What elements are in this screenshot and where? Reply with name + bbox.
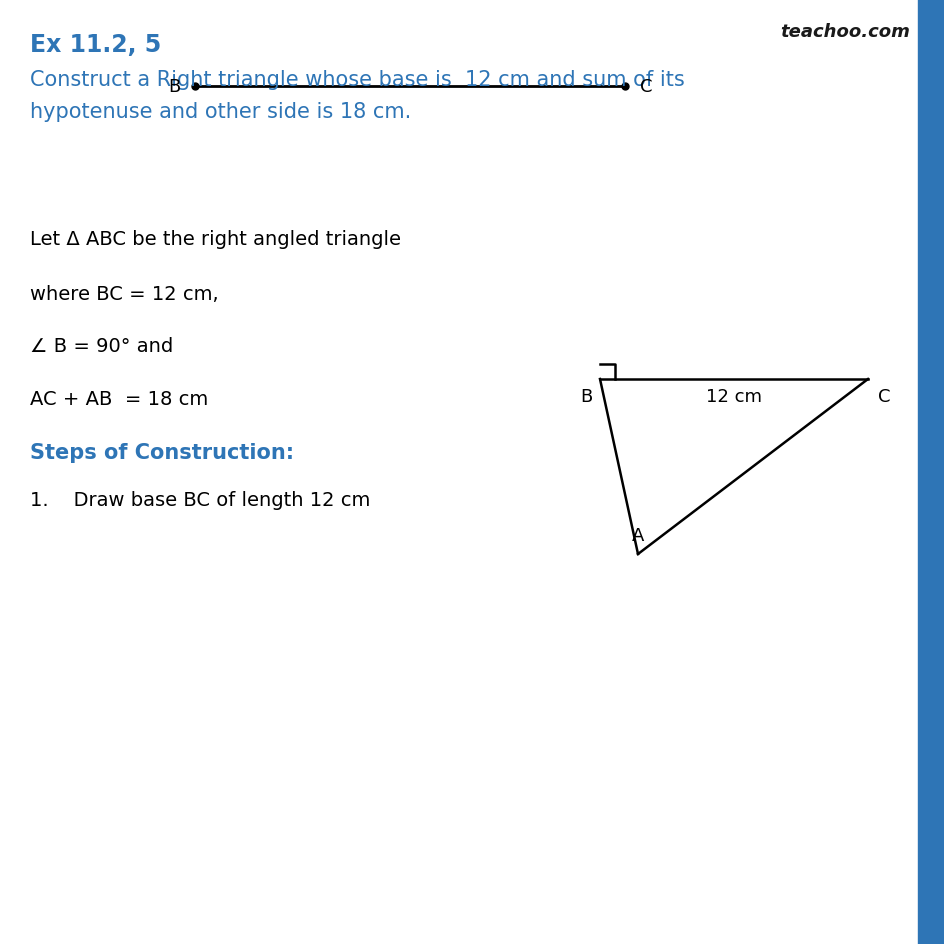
Text: B: B — [579, 388, 591, 406]
Text: teachoo.com: teachoo.com — [780, 23, 909, 41]
Text: ∠ B = 90° and: ∠ B = 90° and — [30, 337, 173, 356]
Text: C: C — [639, 78, 651, 96]
Text: Steps of Construction:: Steps of Construction: — [30, 443, 294, 463]
Text: hypotenuse and other side is 18 cm.: hypotenuse and other side is 18 cm. — [30, 102, 411, 122]
Text: Construct a Right triangle whose base is  12 cm and sum of its: Construct a Right triangle whose base is… — [30, 70, 684, 90]
Text: Let Δ ABC be the right angled triangle: Let Δ ABC be the right angled triangle — [30, 229, 400, 248]
Text: 12 cm: 12 cm — [705, 388, 761, 406]
Text: where BC = 12 cm,: where BC = 12 cm, — [30, 285, 218, 304]
Text: B: B — [168, 78, 179, 96]
Text: AC + AB  = 18 cm: AC + AB = 18 cm — [30, 390, 208, 409]
Text: A: A — [632, 527, 644, 545]
Bar — [917, 0, 944, 944]
Text: 1.    Draw base BC of length 12 cm: 1. Draw base BC of length 12 cm — [30, 491, 370, 510]
Text: C: C — [877, 388, 889, 406]
Text: Ex 11.2, 5: Ex 11.2, 5 — [30, 33, 161, 57]
